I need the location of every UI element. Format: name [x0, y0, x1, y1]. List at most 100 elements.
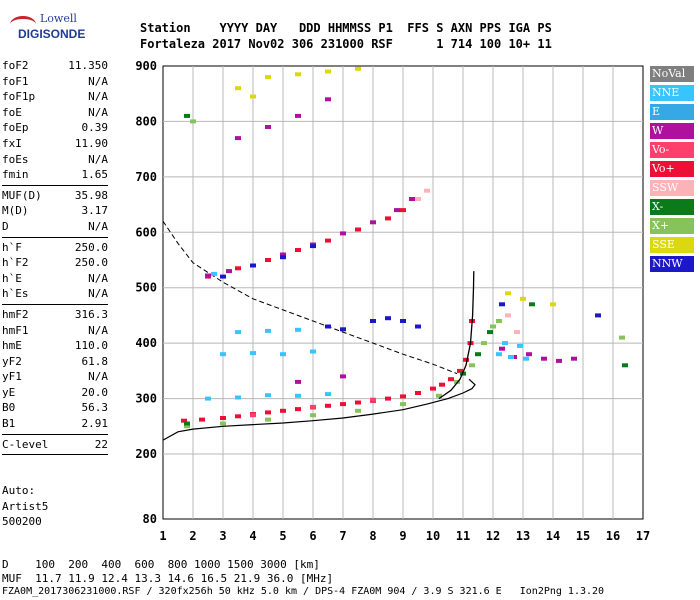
footer-info-row: FZA0M_2017306231000.RSF / 320fx256h 50 k…	[2, 586, 605, 597]
echo-point	[325, 392, 331, 397]
echo-point	[211, 271, 217, 276]
param-name: fmin	[2, 168, 29, 182]
y-tick-label: 80	[143, 512, 157, 526]
echo-point	[415, 391, 421, 395]
param-row: foF2 11.350	[2, 58, 108, 74]
x-tick-label: 15	[576, 529, 590, 543]
param-row: h`F2 250.0	[2, 255, 108, 271]
echo-point	[250, 94, 256, 99]
param-row: hmF1 N/A	[2, 323, 108, 339]
echo-point	[496, 319, 502, 323]
echo-point	[190, 119, 196, 124]
x-tick-label: 10	[426, 529, 440, 543]
param-row: fxI 11.90	[2, 136, 108, 152]
echo-point	[355, 408, 361, 413]
param-row: foEp 0.39	[2, 120, 108, 136]
echo-point	[199, 417, 205, 422]
echo-point	[526, 352, 532, 357]
echo-point	[571, 356, 577, 361]
echo-point	[280, 352, 286, 357]
x-tick-label: 12	[486, 529, 500, 543]
echo-point	[235, 86, 241, 91]
echo-point	[475, 352, 481, 357]
echo-point	[280, 252, 286, 257]
echo-point	[181, 418, 187, 423]
echo-point	[295, 72, 301, 77]
echo-point	[325, 97, 331, 102]
param-row: D N/A	[2, 219, 108, 235]
param-row: hmE 110.0	[2, 338, 108, 354]
param-name: M(D)	[2, 204, 29, 218]
echo-point	[448, 377, 454, 382]
y-tick-label: 900	[135, 59, 157, 73]
legend-item: Vo+	[650, 161, 694, 177]
param-row: foF1p N/A	[2, 89, 108, 105]
param-separator	[2, 454, 108, 456]
echo-point	[385, 396, 391, 401]
echo-point	[619, 335, 625, 340]
echo-point	[370, 397, 376, 402]
x-tick-label: 2	[189, 529, 196, 543]
echo-point	[295, 327, 301, 332]
echo-point	[265, 410, 271, 415]
echo-point	[502, 341, 508, 346]
y-tick-label: 300	[135, 392, 157, 406]
param-row: hmF2 316.3	[2, 307, 108, 323]
x-tick-label: 16	[606, 529, 620, 543]
echo-point	[265, 75, 271, 80]
echo-point	[235, 266, 241, 271]
x-tick-label: 3	[219, 529, 226, 543]
echo-point	[499, 346, 505, 351]
echo-point	[487, 330, 493, 335]
electron-density-profile	[162, 378, 476, 441]
echo-point	[469, 363, 475, 368]
param-name: yE	[2, 385, 16, 399]
param-name: h`E	[2, 271, 22, 285]
y-tick-label: 600	[135, 225, 157, 239]
echo-point	[400, 402, 406, 407]
echo-point	[205, 273, 211, 278]
x-tick-label: 9	[399, 529, 406, 543]
echo-point	[295, 113, 301, 118]
param-name: B1	[2, 417, 16, 431]
param-name: D	[2, 219, 9, 233]
echo-point	[523, 356, 529, 361]
param-value: N/A	[88, 271, 108, 285]
param-row: yF1 N/A	[2, 369, 108, 385]
echo-point	[436, 393, 442, 398]
echo-point	[205, 396, 211, 401]
echo-point	[496, 352, 502, 357]
param-name: foF2	[2, 59, 29, 72]
legend-item: X+	[650, 218, 694, 234]
x-tick-label: 4	[249, 529, 256, 543]
echo-point	[340, 374, 346, 379]
echo-point	[265, 417, 271, 422]
legend-item: E	[650, 104, 694, 120]
trace-cusp-curve	[438, 271, 475, 400]
param-value: 2.91	[81, 417, 109, 431]
legend-item: Vo-	[650, 142, 694, 158]
param-separator	[2, 236, 108, 238]
echo-point	[355, 400, 361, 405]
param-name: foF1	[2, 74, 29, 88]
param-value: N/A	[88, 152, 108, 166]
echo-point	[325, 69, 331, 74]
echo-point	[622, 363, 628, 368]
echo-point	[235, 414, 241, 419]
echo-point	[295, 393, 301, 398]
param-value: 110.0	[74, 339, 108, 353]
param-value: 1.65	[81, 168, 109, 182]
param-row: C-level 22	[2, 437, 108, 453]
legend-item: X-	[650, 199, 694, 215]
param-name: yF2	[2, 354, 22, 368]
y-tick-label: 500	[135, 281, 157, 295]
parameters-panel: foF2 11.350 foF1 N/A foF1p N/A foE N/A foEp 0.39 f…	[2, 58, 108, 457]
echo-point	[295, 407, 301, 412]
echo-point	[550, 302, 556, 307]
legend-item: NNE	[650, 85, 694, 101]
x-tick-label: 17	[636, 529, 650, 543]
param-name: foE	[2, 105, 22, 119]
param-value: 316.3	[74, 307, 108, 321]
param-name: h`F2	[2, 256, 29, 270]
echo-point	[184, 113, 190, 118]
